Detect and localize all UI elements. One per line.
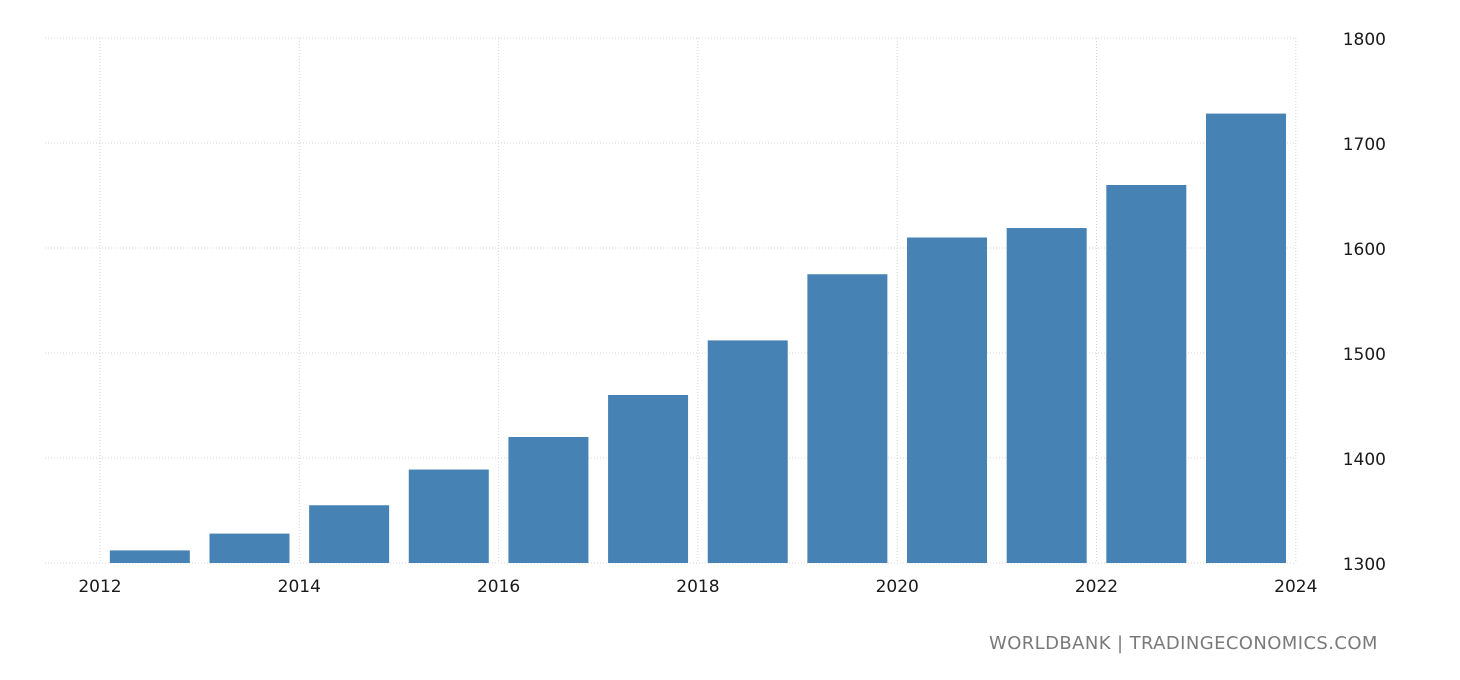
bar: [209, 533, 290, 563]
y-tick-label: 1500: [1343, 345, 1386, 365]
bar: [907, 237, 988, 563]
bar: [1205, 113, 1286, 563]
x-tick-label: 2012: [78, 577, 121, 597]
bar: [807, 274, 888, 563]
bar: [1106, 185, 1187, 563]
y-axis-ticks: 1300 1400 1500 1600 1700 1800: [1343, 30, 1386, 575]
bar: [508, 437, 589, 563]
y-tick-label: 1600: [1343, 240, 1386, 260]
bar: [109, 550, 190, 563]
bars: [109, 113, 1286, 564]
y-tick-label: 1300: [1343, 555, 1386, 575]
y-tick-label: 1400: [1343, 450, 1386, 470]
bar: [408, 469, 489, 563]
bar: [707, 340, 788, 563]
x-tick-label: 2022: [1075, 577, 1118, 597]
x-tick-label: 2014: [278, 577, 321, 597]
x-tick-label: 2016: [477, 577, 520, 597]
x-axis-ticks: 2012 2014 2016 2018 2020 2022 2024: [78, 577, 1317, 597]
source-credit: WORLDBANK | TRADINGECONOMICS.COM: [989, 633, 1378, 654]
x-tick-label: 2018: [676, 577, 719, 597]
x-tick-label: 2024: [1274, 577, 1317, 597]
bar: [309, 505, 390, 563]
bar: [1006, 228, 1087, 564]
x-tick-label: 2020: [876, 577, 919, 597]
bar: [608, 395, 689, 563]
y-tick-label: 1800: [1343, 30, 1386, 50]
y-tick-label: 1700: [1343, 135, 1386, 155]
